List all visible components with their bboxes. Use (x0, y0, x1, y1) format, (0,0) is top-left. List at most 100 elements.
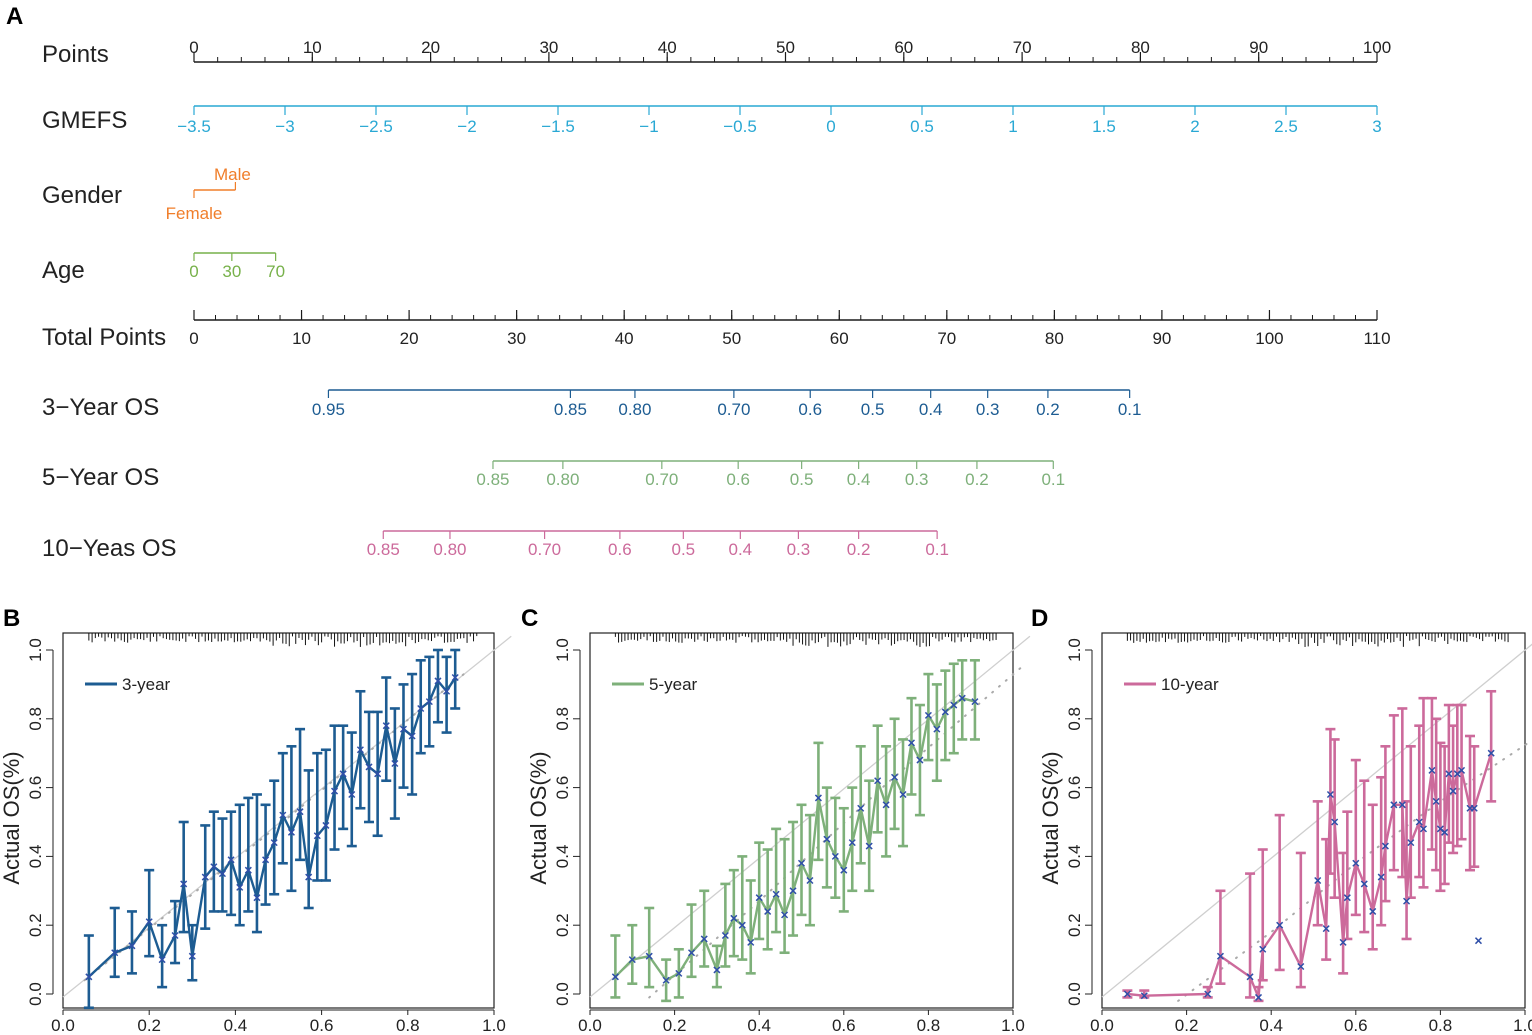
y-axis: 0.0 0.2 0.4 0.6 0.8 1.0 Actual OS(%) (526, 638, 581, 1006)
tick-label-total: 50 (722, 329, 741, 348)
point-marker (882, 801, 890, 809)
tick-label-total: 100 (1255, 329, 1283, 348)
point-marker (789, 887, 797, 895)
point-marker (111, 949, 119, 957)
point-marker (1140, 992, 1148, 1000)
point-marker (85, 973, 93, 981)
point-marker (814, 794, 822, 802)
tick-label-gmefs: 1 (1008, 117, 1017, 136)
tick-label-total: 10 (292, 329, 311, 348)
tick-label-points: 80 (1131, 38, 1150, 57)
point-marker (227, 856, 235, 864)
tick-label-os10: 0.2 (847, 540, 871, 559)
tick-label-os10: 0.3 (787, 540, 811, 559)
point-marker (1487, 749, 1495, 757)
point-marker (1398, 801, 1406, 809)
point-marker (840, 866, 848, 874)
point-marker (279, 811, 287, 819)
nomogram-panel: Points GMEFS Gender Age Total Points 3−Year O… (42, 38, 1391, 562)
tick-label-os10: 0.1 (925, 540, 949, 559)
tick-label-points: 100 (1363, 38, 1391, 57)
point-marker (1428, 766, 1436, 774)
point-marker (950, 701, 958, 709)
tick-label-points: 70 (1013, 38, 1032, 57)
axis-points: 0 10 20 30 40 50 60 70 80 90 100 (189, 38, 1391, 63)
x-tick-label: 1.0 (1001, 1016, 1025, 1035)
point-marker (611, 973, 619, 981)
tick-label-total: 30 (507, 329, 526, 348)
point-marker (188, 952, 196, 960)
point-marker (408, 732, 416, 740)
point-marker (924, 711, 932, 719)
y-tick-label: 0.6 (553, 776, 572, 800)
axis-gender: Female Male (166, 165, 251, 223)
row-label-os10: 10−Yeas OS (42, 535, 177, 562)
tick-label-os5: 0.80 (546, 470, 579, 489)
prediction-rug (88, 633, 478, 647)
point-marker (1381, 842, 1389, 850)
point-marker (1360, 880, 1368, 888)
point-marker (662, 976, 670, 984)
point-marker (755, 894, 763, 902)
point-markers (85, 673, 459, 981)
point-marker (1204, 990, 1212, 998)
point-marker (781, 911, 789, 919)
point-marker (675, 969, 683, 977)
point-marker (1377, 873, 1385, 881)
point-marker (1369, 907, 1377, 915)
point-marker (425, 698, 433, 706)
row-label-age: Age (42, 257, 85, 284)
point-marker (738, 921, 746, 929)
x-tick-label: 0.4 (747, 1016, 771, 1035)
tick-label-os10: 0.80 (433, 540, 466, 559)
point-marker (1314, 876, 1322, 885)
panel-label-b: B (3, 605, 20, 632)
tick-label-points: 0 (189, 38, 198, 57)
y-tick-label: 0.4 (553, 845, 572, 869)
point-marker (764, 907, 772, 915)
tick-label-os5: 0.70 (645, 470, 678, 489)
point-marker (1339, 938, 1347, 946)
y-tick-label: 1.0 (26, 638, 45, 662)
point-marker (1246, 973, 1254, 981)
tick-label-age: 30 (222, 262, 241, 281)
tick-label-os5: 0.2 (965, 470, 989, 489)
point-marker (1445, 770, 1453, 778)
legend-label: 5-year (649, 675, 698, 694)
error-bars (83, 648, 461, 1010)
point-marker (958, 694, 966, 702)
y-tick-label: 0.8 (26, 707, 45, 731)
point-marker (253, 894, 261, 902)
tick-label-points: 10 (303, 38, 322, 57)
tick-label-points: 60 (894, 38, 913, 57)
point-marker (1331, 818, 1339, 826)
tick-label-os3: 0.4 (919, 400, 943, 419)
x-tick-label: 1.0 (482, 1016, 506, 1035)
axis-os5: 0.85 0.80 0.70 0.6 0.5 0.4 0.3 0.2 0.1 (476, 460, 1065, 489)
x-tick-label: 0.8 (396, 1016, 420, 1035)
axis-total: 0 10 20 30 40 50 60 70 80 90 100 110 (189, 310, 1391, 348)
point-marker (797, 859, 806, 867)
point-marker (1390, 801, 1398, 809)
point-marker (201, 873, 209, 881)
point-marker (645, 952, 653, 960)
point-marker (1259, 945, 1267, 953)
x-tick-label: 0.4 (224, 1016, 248, 1035)
y-tick-label: 0.6 (26, 776, 45, 800)
point-marker (848, 839, 856, 847)
tick-label-total: 40 (615, 329, 634, 348)
x-tick-label: 0.4 (1259, 1016, 1283, 1035)
tick-label-points: 30 (539, 38, 558, 57)
tick-label-os10: 0.6 (608, 540, 632, 559)
tick-label-gmefs: 2 (1190, 117, 1199, 136)
prediction-rug (1126, 633, 1509, 647)
point-marker (434, 677, 442, 685)
point-marker (451, 673, 459, 682)
ideal-diagonal (1101, 643, 1532, 998)
point-marker (322, 821, 330, 829)
tick-label-gmefs: −3.5 (177, 117, 211, 136)
x-tick-label: 0.8 (917, 1016, 941, 1035)
tick-label-total: 60 (830, 329, 849, 348)
tick-label-os3: 0.70 (717, 400, 750, 419)
point-marker (891, 773, 899, 781)
